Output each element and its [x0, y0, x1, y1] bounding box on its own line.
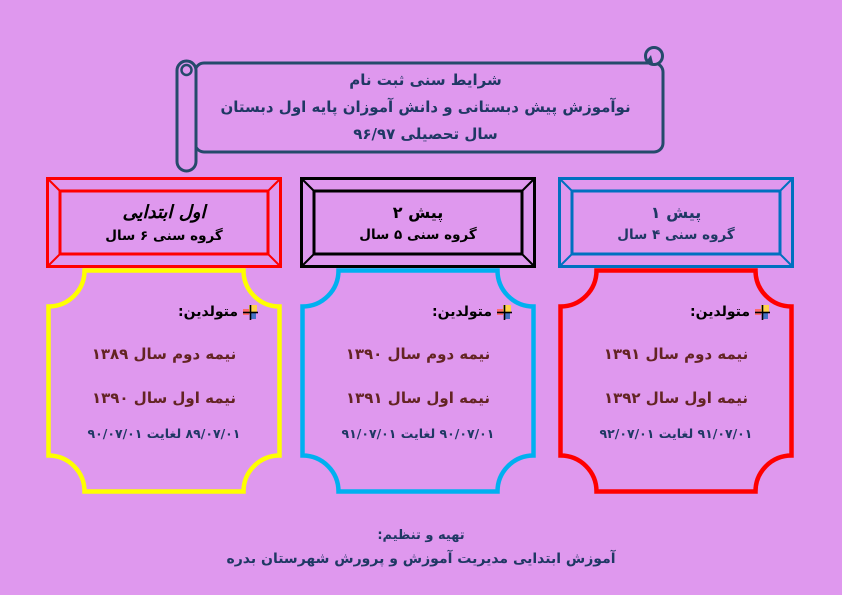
footer-organization: آموزش ابتدایی مدیریت آموزش و پرورش شهرست…: [226, 551, 616, 567]
avval-born-label: متولدین:: [178, 304, 238, 320]
section-avval-ebtedayi: اول ابتدایی گروه سنی ۶ سال متولدین:: [46, 177, 282, 497]
footer-credit: تهیه و تنظیم: آموزش ابتدایی مدیریت آموزش…: [0, 525, 842, 571]
scroll-left-curl: [180, 63, 193, 77]
banner-line-1: شرایط سنی ثبت نام: [349, 70, 502, 89]
pish-2-frame: پیش ۲ گروه سنی ۵ سال: [300, 177, 536, 268]
pish-2-plaque: متولدین: نیمه دوم سال ۱۳۹۰ نیمه اول سال …: [300, 268, 536, 494]
pish-2-title: پیش ۲: [392, 202, 444, 222]
banner-text: شرایط سنی ثبت نام نوآموزش پیش دبستانی و …: [203, 63, 648, 151]
pish-1-born-label: متولدین:: [690, 304, 750, 320]
avval-date-range: ۸۹/۰۷/۰۱ لغایت ۹۰/۰۷/۰۱: [87, 426, 241, 441]
avval-frame: اول ابتدایی گروه سنی ۶ سال: [46, 177, 282, 268]
avval-plaque: متولدین: نیمه دوم سال ۱۳۸۹ نیمه اول سال …: [46, 268, 282, 494]
pish-2-born-row: متولدین:: [324, 304, 512, 320]
pish-1-frame: پیش ۱ گروه سنی ۴ سال: [558, 177, 794, 268]
section-pish-1: پیش ۱ گروه سنی ۴ سال متولدین:: [558, 177, 794, 497]
avval-year-line-2: نیمه اول سال ۱۳۹۰: [91, 389, 237, 407]
banner-line-3: سال تحصیلی ۹۶/۹۷: [353, 124, 498, 143]
plaque-border: [558, 268, 794, 494]
plaque-border: [300, 268, 536, 494]
pinwheel-bullet-icon: [497, 304, 512, 320]
banner-line-2: نوآموزش پیش دبستانی و دانش آموزان پایه ا…: [220, 97, 631, 116]
section-pish-2: پیش ۲ گروه سنی ۵ سال متولدین:: [300, 177, 536, 497]
avval-born-row: متولدین:: [70, 304, 258, 320]
title-scroll-banner: شرایط سنی ثبت نام نوآموزش پیش دبستانی و …: [175, 44, 670, 176]
pish-1-title: پیش ۱: [650, 202, 702, 222]
avval-subtitle: گروه سنی ۶ سال: [105, 227, 223, 244]
pinwheel-bullet-icon: [755, 304, 770, 320]
pish-2-subtitle: گروه سنی ۵ سال: [359, 226, 477, 243]
pish-1-date-range: ۹۱/۰۷/۰۱ لغایت ۹۲/۰۷/۰۱: [599, 426, 753, 441]
pish-1-subtitle: گروه سنی ۴ سال: [617, 226, 735, 243]
scroll-right-notch: [645, 55, 653, 63]
scroll-left-roll: [175, 59, 198, 173]
avval-title: اول ابتدایی: [122, 201, 206, 223]
pish-2-date-range: ۹۰/۰۷/۰۱ لغایت ۹۱/۰۷/۰۱: [341, 426, 495, 441]
footer-prepared-by-label: تهیه و تنظیم:: [377, 528, 465, 543]
pish-1-plaque: متولدین: نیمه دوم سال ۱۳۹۱ نیمه اول سال …: [558, 268, 794, 494]
avval-year-line-1: نیمه دوم سال ۱۳۸۹: [91, 345, 237, 363]
pish-2-year-line-1: نیمه دوم سال ۱۳۹۰: [345, 345, 491, 363]
pish-1-born-row: متولدین:: [582, 304, 770, 320]
plaque-border: [46, 268, 282, 494]
scroll-shape: [175, 46, 665, 173]
pish-1-year-line-1: نیمه دوم سال ۱۳۹۱: [603, 345, 749, 363]
pish-1-year-line-2: نیمه اول سال ۱۳۹۲: [603, 389, 749, 407]
pish-2-year-line-2: نیمه اول سال ۱۳۹۱: [345, 389, 491, 407]
pinwheel-bullet-icon: [243, 304, 258, 320]
pish-2-born-label: متولدین:: [432, 304, 492, 320]
